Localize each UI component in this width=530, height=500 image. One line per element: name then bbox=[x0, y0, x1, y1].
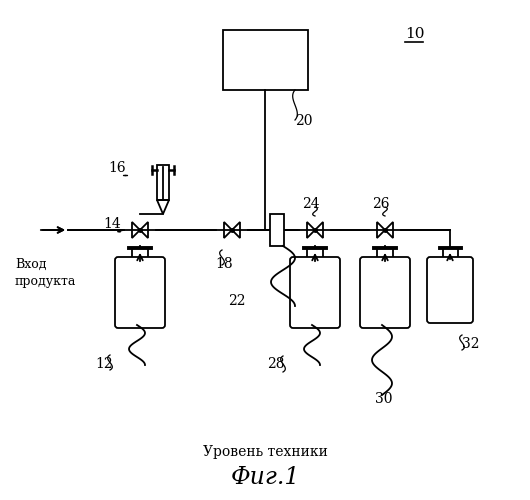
Text: 26: 26 bbox=[372, 197, 390, 211]
Text: 28: 28 bbox=[267, 357, 285, 371]
Text: 12: 12 bbox=[95, 357, 112, 371]
Text: 16: 16 bbox=[108, 161, 126, 175]
Text: 32: 32 bbox=[462, 337, 480, 351]
Bar bbox=[270, 214, 284, 246]
FancyBboxPatch shape bbox=[360, 257, 410, 328]
Text: 14: 14 bbox=[103, 217, 121, 231]
Bar bbox=[443, 248, 457, 260]
Bar bbox=[223, 30, 307, 90]
FancyBboxPatch shape bbox=[427, 257, 473, 323]
Text: Уровень техники: Уровень техники bbox=[202, 445, 328, 459]
Bar bbox=[132, 248, 148, 260]
FancyBboxPatch shape bbox=[290, 257, 340, 328]
Text: 24: 24 bbox=[302, 197, 320, 211]
Text: Вход
продукта: Вход продукта bbox=[15, 258, 76, 288]
Text: 20: 20 bbox=[295, 114, 313, 128]
Text: 10: 10 bbox=[405, 27, 425, 41]
Text: Фиг.1: Фиг.1 bbox=[231, 466, 299, 488]
FancyBboxPatch shape bbox=[115, 257, 165, 328]
Text: 30: 30 bbox=[375, 392, 393, 406]
Bar bbox=[307, 248, 323, 260]
Text: 22: 22 bbox=[228, 294, 245, 308]
Bar bbox=[377, 248, 393, 260]
Bar bbox=[157, 165, 169, 200]
Text: 18: 18 bbox=[215, 257, 233, 271]
